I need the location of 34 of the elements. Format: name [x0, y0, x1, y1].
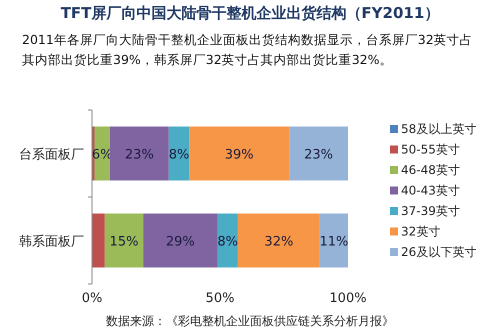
data-label: 29% [166, 234, 195, 250]
annotation: 数据来源：《彩电整机企业面板供应链关系分析月报》 [105, 313, 395, 330]
legend-label: 26及以下英寸 [401, 245, 476, 259]
legend-label: 40-43英寸 [401, 184, 460, 198]
data-label: 23% [124, 148, 154, 162]
legend-label: 46-48英寸 [401, 163, 460, 177]
bar [92, 214, 105, 268]
legend-label: 58及以上英寸 [401, 122, 476, 136]
legend-label: 37-39英寸 [401, 204, 460, 218]
bar [320, 214, 348, 268]
legend-label: 32英寸 [401, 224, 440, 238]
data-label: 11% [319, 234, 348, 250]
title: TFT屏厂向中国大陆骨干整机企业出货结构（FY2011） [60, 4, 440, 23]
bar [104, 214, 144, 268]
bar [110, 126, 169, 180]
subtitle: 2011年各屏厂向大陆骨干整机企业面板出货结构数据显示，台系屏厂32英寸占其内部出货比重39%，韩系屏厂32英寸占其内部出货比重32%。 [22, 31, 474, 69]
bar [217, 214, 238, 268]
data-label: 8% [217, 234, 238, 250]
data-label: 23% [304, 148, 334, 162]
bar [289, 126, 348, 180]
x-tick-label: 100% [329, 291, 367, 306]
legend-label: 50-55英寸 [401, 142, 460, 156]
bar [168, 126, 190, 180]
data-label: 32% [264, 234, 294, 250]
bar [238, 214, 320, 268]
x-tick-label: 0% [82, 291, 102, 306]
bar [189, 126, 290, 180]
y-tick-label: 台系面板厂 [19, 148, 84, 162]
y-tick-label: 韩系面板厂 [19, 234, 84, 250]
data-label: 8% [168, 148, 190, 162]
x-tick-label: 50% [206, 291, 234, 306]
data-label: 15% [110, 234, 138, 250]
data-label: 39% [224, 148, 254, 162]
bar [143, 214, 218, 268]
